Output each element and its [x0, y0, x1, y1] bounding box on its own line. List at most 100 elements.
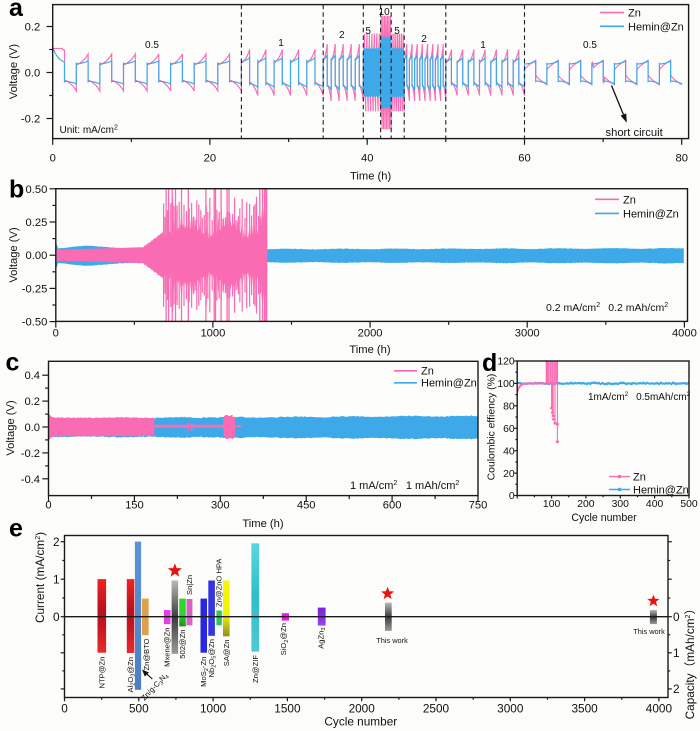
svg-text:1: 1: [53, 573, 60, 587]
svg-text:2000: 2000: [349, 702, 376, 716]
svg-text:80: 80: [675, 153, 687, 165]
svg-text:AgZn3​: AgZn3​: [316, 628, 327, 649]
svg-text:Current (mA/cm2): Current (mA/cm2): [33, 532, 47, 623]
svg-text:2000: 2000: [358, 327, 383, 339]
svg-text:4000: 4000: [672, 327, 697, 339]
svg-text:Sn|Zn: Sn|Zn: [185, 575, 194, 595]
svg-text:e: e: [9, 515, 23, 543]
svg-text:0.4: 0.4: [24, 370, 40, 382]
svg-text:Voltage (V): Voltage (V): [8, 227, 20, 283]
svg-text:20: 20: [503, 469, 515, 480]
svg-text:3000: 3000: [515, 327, 540, 339]
svg-text:40: 40: [503, 446, 515, 457]
svg-text:200: 200: [577, 499, 595, 510]
svg-text:0.50: 0.50: [26, 184, 48, 196]
svg-text:Hemin@Zn: Hemin@Zn: [421, 378, 477, 390]
svg-text:-0.4: -0.4: [21, 474, 40, 486]
svg-text:Cycle number: Cycle number: [324, 715, 397, 729]
svg-text:This work: This work: [633, 627, 665, 636]
svg-text:120: 120: [497, 357, 515, 368]
svg-text:0.2: 0.2: [24, 396, 40, 408]
svg-text:Zn@BTO: Zn@BTO: [142, 638, 151, 670]
svg-text:short circuit: short circuit: [606, 127, 664, 139]
svg-text:SA@Zn: SA@Zn: [222, 640, 231, 667]
svg-text:3000: 3000: [497, 702, 524, 716]
svg-text:1: 1: [480, 40, 486, 51]
svg-text:Zn: Zn: [633, 472, 646, 484]
svg-text:1500: 1500: [274, 702, 301, 716]
svg-text:-0.2: -0.2: [21, 114, 40, 126]
svg-text:Zn@ZnO HPA: Zn@ZnO HPA: [215, 558, 224, 607]
svg-text:1: 1: [673, 646, 680, 660]
svg-text:Hemin@Zn: Hemin@Zn: [628, 21, 684, 33]
svg-text:Time (h): Time (h): [349, 344, 391, 356]
svg-text:SiO2​@Zn: SiO2​@Zn: [279, 623, 290, 655]
svg-text:2: 2: [339, 30, 345, 41]
svg-text:0: 0: [509, 491, 515, 502]
svg-text:0.00: 0.00: [26, 250, 48, 262]
svg-text:0.2: 0.2: [25, 22, 41, 34]
svg-text:20: 20: [204, 153, 216, 165]
svg-text:750: 750: [469, 500, 488, 512]
svg-text:1mA/cm2 0.5mAh/cm2: 1mA/cm2 0.5mAh/cm2: [588, 391, 691, 403]
svg-text:Voltage (V): Voltage (V): [5, 400, 17, 456]
svg-text:0.5: 0.5: [583, 40, 597, 51]
svg-text:Zn: Zn: [421, 366, 434, 378]
svg-text:5: 5: [365, 26, 371, 37]
svg-text:2: 2: [673, 682, 680, 696]
svg-text:Capacity（mAh/cm2）: Capacity（mAh/cm2）: [683, 603, 697, 720]
svg-text:4000: 4000: [646, 702, 673, 716]
svg-text:This work: This work: [376, 636, 408, 645]
svg-text:100: 100: [497, 379, 515, 390]
svg-text:5: 5: [394, 26, 400, 37]
svg-text:0.0: 0.0: [25, 68, 41, 80]
svg-text:c: c: [6, 349, 20, 377]
svg-text:Time (h): Time (h): [242, 518, 284, 530]
svg-text:150: 150: [125, 500, 144, 512]
svg-text:500: 500: [129, 702, 149, 716]
svg-text:0.25: 0.25: [26, 217, 48, 229]
svg-text:60: 60: [518, 153, 530, 165]
svg-text:d: d: [482, 349, 497, 377]
svg-text:Cycle number: Cycle number: [571, 512, 637, 524]
svg-text:Coulombic effiency (%): Coulombic effiency (%): [487, 374, 498, 481]
svg-text:-0.25: -0.25: [22, 283, 48, 295]
svg-text:0: 0: [45, 500, 51, 512]
svg-text:a: a: [9, 0, 24, 22]
svg-text:0: 0: [53, 610, 60, 624]
svg-text:40: 40: [361, 153, 373, 165]
svg-text:80: 80: [503, 402, 515, 413]
svg-text:1000: 1000: [200, 702, 227, 716]
svg-text:0: 0: [53, 327, 59, 339]
svg-text:60: 60: [503, 424, 515, 435]
svg-text:NTP@Zn: NTP@Zn: [97, 657, 106, 689]
svg-text:450: 450: [297, 500, 316, 512]
svg-text:3500: 3500: [571, 702, 598, 716]
svg-text:0.0: 0.0: [24, 422, 40, 434]
svg-text:1000: 1000: [200, 327, 225, 339]
svg-text:-0.50: -0.50: [22, 317, 48, 329]
svg-text:1 mA/cm2 1 mAh/cm2: 1 mA/cm2 1 mAh/cm2: [350, 480, 459, 492]
svg-text:1: 1: [278, 38, 284, 49]
svg-text:300: 300: [612, 499, 630, 510]
svg-text:300: 300: [211, 500, 230, 512]
svg-text:0.2 mA/cm2 0.2 mAh/cm2: 0.2 mA/cm2 0.2 mAh/cm2: [546, 302, 668, 314]
svg-text:600: 600: [383, 500, 402, 512]
svg-text:2: 2: [421, 34, 427, 45]
svg-text:Mxene@Zn: Mxene@Zn: [163, 628, 172, 667]
svg-text:2500: 2500: [423, 702, 450, 716]
svg-text:0: 0: [50, 153, 56, 165]
svg-text:Zn: Zn: [628, 8, 641, 20]
svg-text:502@Zn: 502@Zn: [178, 630, 187, 659]
svg-text:10: 10: [379, 7, 391, 18]
svg-text:Zn: Zn: [623, 194, 636, 206]
svg-text:Hemin@Zn: Hemin@Zn: [623, 208, 679, 220]
svg-text:Unit: mA/cm2: Unit: mA/cm2: [60, 125, 118, 137]
svg-text:Zn@ZIF: Zn@ZIF: [251, 655, 260, 683]
svg-text:Nb2​O5​@Zn: Nb2​O5​@Zn: [207, 639, 218, 677]
svg-text:Voltage (V): Voltage (V): [8, 44, 20, 100]
svg-text:Time (h): Time (h): [350, 171, 392, 183]
svg-text:Hemin@Zn: Hemin@Zn: [633, 485, 689, 497]
svg-text:500: 500: [680, 499, 698, 510]
svg-text:100: 100: [543, 499, 561, 510]
